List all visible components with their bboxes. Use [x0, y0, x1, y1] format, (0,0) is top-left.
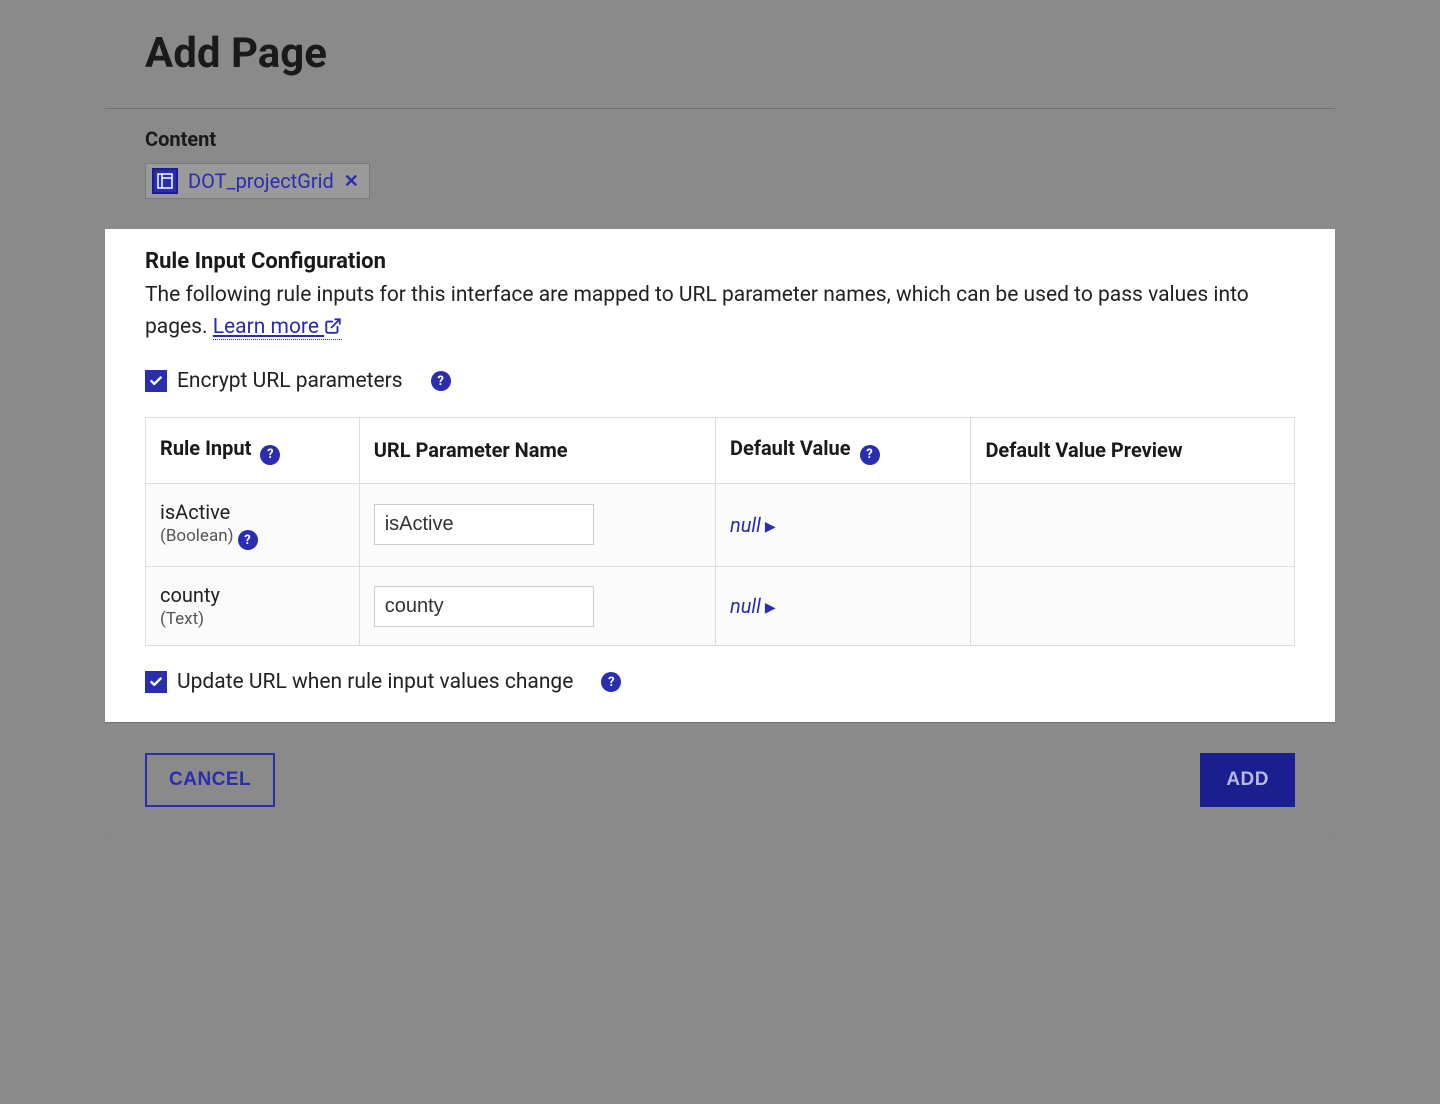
dialog-header: Add Page	[105, 5, 1335, 109]
cell-url-param	[359, 483, 715, 567]
url-param-input[interactable]	[374, 586, 594, 627]
table-row: county(Text) null▶	[146, 567, 1295, 646]
help-icon[interactable]: ?	[260, 445, 280, 465]
cell-default-preview	[971, 483, 1295, 567]
col-default-value: Default Value ?	[716, 418, 971, 484]
default-value: null	[730, 594, 761, 618]
chevron-right-icon: ▶	[765, 600, 776, 616]
help-icon[interactable]: ?	[238, 530, 258, 550]
config-title: Rule Input Configuration	[145, 249, 1295, 274]
rule-type: (Text)	[160, 609, 345, 629]
rule-type: (Boolean)?	[160, 526, 345, 551]
rule-input-config-section: Rule Input Configuration The following r…	[105, 229, 1335, 722]
rule-name: isActive	[160, 500, 345, 524]
cell-url-param	[359, 567, 715, 646]
update-url-checkbox-row: Update URL when rule input values change…	[145, 670, 1295, 694]
content-label: Content	[145, 127, 1295, 151]
update-url-label: Update URL when rule input values change	[177, 670, 573, 694]
chevron-right-icon: ▶	[765, 519, 776, 535]
rule-name: county	[160, 583, 345, 607]
col-rule-input: Rule Input ?	[146, 418, 360, 484]
update-url-checkbox[interactable]	[145, 671, 167, 693]
default-value: null	[730, 513, 761, 537]
dialog-footer: CANCEL ADD	[105, 722, 1335, 837]
help-icon[interactable]: ?	[601, 672, 621, 692]
col-url-param: URL Parameter Name	[359, 418, 715, 484]
help-icon[interactable]: ?	[431, 371, 451, 391]
content-section: Content DOT_projectGrid ✕	[105, 109, 1335, 229]
content-chip-label: DOT_projectGrid	[188, 169, 334, 193]
cell-default-value[interactable]: null▶	[716, 483, 971, 567]
add-page-dialog: Add Page Content DOT_projectGrid ✕ Rule …	[104, 4, 1336, 838]
table-row: isActive(Boolean)? null▶	[146, 483, 1295, 567]
cell-default-value[interactable]: null▶	[716, 567, 971, 646]
col-default-value-label: Default Value	[730, 436, 851, 460]
cell-default-preview	[971, 567, 1295, 646]
config-description: The following rule inputs for this inter…	[145, 280, 1295, 345]
page-title: Add Page	[145, 29, 1295, 78]
content-chip[interactable]: DOT_projectGrid ✕	[145, 163, 370, 199]
external-link-icon	[324, 314, 342, 346]
encrypt-label: Encrypt URL parameters	[177, 369, 403, 393]
cell-rule-input: isActive(Boolean)?	[146, 483, 360, 567]
col-default-preview: Default Value Preview	[971, 418, 1295, 484]
rule-input-table: Rule Input ? URL Parameter Name Default …	[145, 417, 1295, 646]
add-button[interactable]: ADD	[1200, 753, 1295, 807]
learn-more-link[interactable]: Learn more	[213, 315, 342, 340]
col-rule-input-label: Rule Input	[160, 436, 251, 460]
cell-rule-input: county(Text)	[146, 567, 360, 646]
url-param-input[interactable]	[374, 504, 594, 545]
interface-icon	[152, 168, 178, 194]
learn-more-text: Learn more	[213, 315, 319, 339]
encrypt-checkbox[interactable]	[145, 370, 167, 392]
cancel-button[interactable]: CANCEL	[145, 753, 275, 807]
close-icon[interactable]: ✕	[344, 171, 359, 192]
encrypt-checkbox-row: Encrypt URL parameters ?	[145, 369, 1295, 393]
help-icon[interactable]: ?	[860, 445, 880, 465]
